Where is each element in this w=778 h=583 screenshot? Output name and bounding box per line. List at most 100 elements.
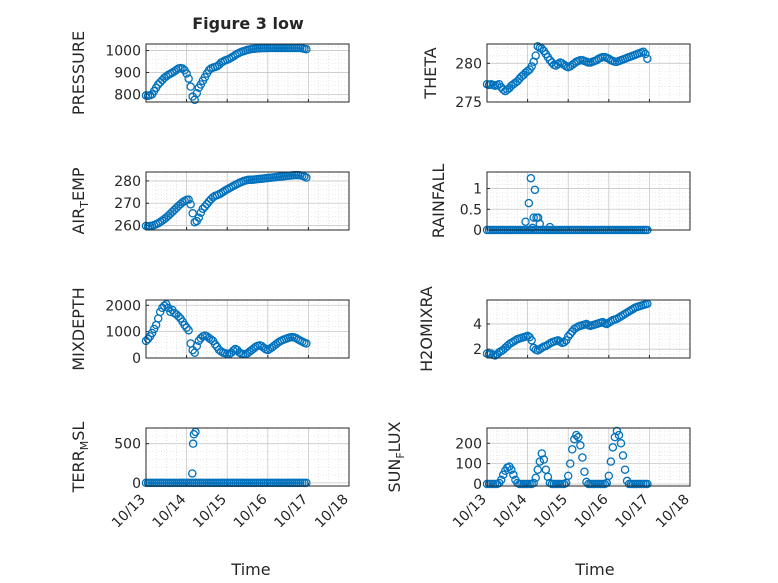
y-axis-label-subscript: TERRMSL <box>69 422 91 494</box>
label-part-2: LUX <box>385 421 404 452</box>
panel-theta: 275 280 THETA <box>421 42 691 111</box>
data-point <box>563 471 573 481</box>
plot-area <box>487 44 690 102</box>
data-point <box>302 45 311 54</box>
data-point <box>572 430 581 440</box>
y-tick-label: 280 <box>455 56 482 72</box>
data-point <box>612 426 622 436</box>
data-point <box>160 301 169 311</box>
data-point <box>509 470 518 480</box>
data-point <box>614 430 624 440</box>
data-point <box>535 219 545 229</box>
data-point <box>641 49 650 59</box>
data-point <box>192 88 201 98</box>
data-point <box>533 465 543 474</box>
markers <box>141 299 311 359</box>
data-point <box>521 217 530 226</box>
y-tick-label: 0 <box>473 223 482 239</box>
y-tick-label: 500 <box>114 437 141 453</box>
panel-h2omixra: 2 4 H2OMIXRA <box>417 286 691 372</box>
data-point <box>182 69 191 78</box>
data-point <box>639 47 648 56</box>
y-tick-label: 280 <box>114 174 141 190</box>
data-point <box>143 334 153 344</box>
data-point <box>210 340 220 349</box>
data-point <box>529 213 538 222</box>
data-point <box>496 475 506 485</box>
data-point <box>531 51 540 60</box>
data-point <box>172 65 181 75</box>
axes-box <box>486 171 691 231</box>
data-point <box>178 64 187 73</box>
data-point <box>555 337 565 346</box>
x-axis-label: Time <box>230 560 270 579</box>
y-tick-label: 2 <box>473 342 482 358</box>
data-point <box>539 455 549 464</box>
data-point <box>184 74 193 83</box>
data-point <box>559 337 569 347</box>
y-tick-label: 100 <box>455 457 482 473</box>
data-point <box>618 451 628 460</box>
y-tick-label: 1000 <box>105 44 141 60</box>
data-point <box>189 430 199 439</box>
y-tick-label: 900 <box>114 65 141 81</box>
y-tick-label: 275 <box>455 95 482 111</box>
data-point <box>186 200 195 209</box>
axes-box <box>486 427 691 487</box>
data-point <box>563 332 573 341</box>
figure-title: Figure 3 low <box>192 14 304 33</box>
data-point <box>184 195 193 204</box>
data-point <box>531 473 540 483</box>
y-tick-label: 800 <box>114 87 141 103</box>
data-point <box>527 62 536 71</box>
markers <box>482 42 652 96</box>
data-point <box>545 222 555 232</box>
data-point <box>188 439 198 448</box>
y-tick-label: 0 <box>473 477 482 493</box>
data-point <box>606 457 616 466</box>
data-point <box>598 317 607 327</box>
y-tick-labels: 800 900 1000 <box>105 44 350 103</box>
y-tick-labels: 260 270 280 <box>114 174 350 235</box>
y-axis-label-subscript: SUNFLUX <box>385 421 407 492</box>
data-point <box>188 469 197 478</box>
data-point <box>565 329 575 339</box>
data-point <box>529 478 538 488</box>
data-point <box>530 185 540 195</box>
label-part-1: TERR <box>69 450 88 493</box>
x-axis-label: Time <box>574 560 614 579</box>
y-tick-label: 1 <box>473 182 482 198</box>
panel-rainfall: 0 0.5 1 RAINFALL <box>429 164 691 239</box>
plot-area <box>146 428 349 486</box>
y-tick-label: 1000 <box>105 325 141 341</box>
data-point <box>188 209 197 218</box>
data-point <box>582 319 591 329</box>
y-axis-label-subscript: AIRTEMP <box>69 167 91 234</box>
y-tick-label: 260 <box>114 219 141 235</box>
data-point <box>498 470 508 480</box>
data-point <box>643 479 652 489</box>
data-point <box>235 348 244 357</box>
data-point <box>302 339 311 348</box>
data-point <box>608 443 618 452</box>
label-part-2: EMP <box>69 167 88 201</box>
data-point <box>192 341 201 351</box>
y-axis-label: H2OMIXRA <box>417 286 436 372</box>
data-point <box>184 326 193 335</box>
data-point <box>616 439 626 448</box>
data-point <box>194 213 204 222</box>
axes-box <box>486 43 691 103</box>
markers <box>141 43 311 105</box>
data-point <box>180 320 189 330</box>
y-tick-label: 0 <box>132 476 141 492</box>
y-tick-label: 2000 <box>105 298 141 314</box>
data-point <box>527 336 536 345</box>
label-part-1: SUN <box>385 459 404 493</box>
data-point <box>186 82 195 91</box>
data-point <box>149 324 159 334</box>
axes-box <box>486 299 691 359</box>
data-point <box>553 59 563 69</box>
data-point <box>533 42 543 51</box>
y-tick-label: 0 <box>132 351 141 367</box>
